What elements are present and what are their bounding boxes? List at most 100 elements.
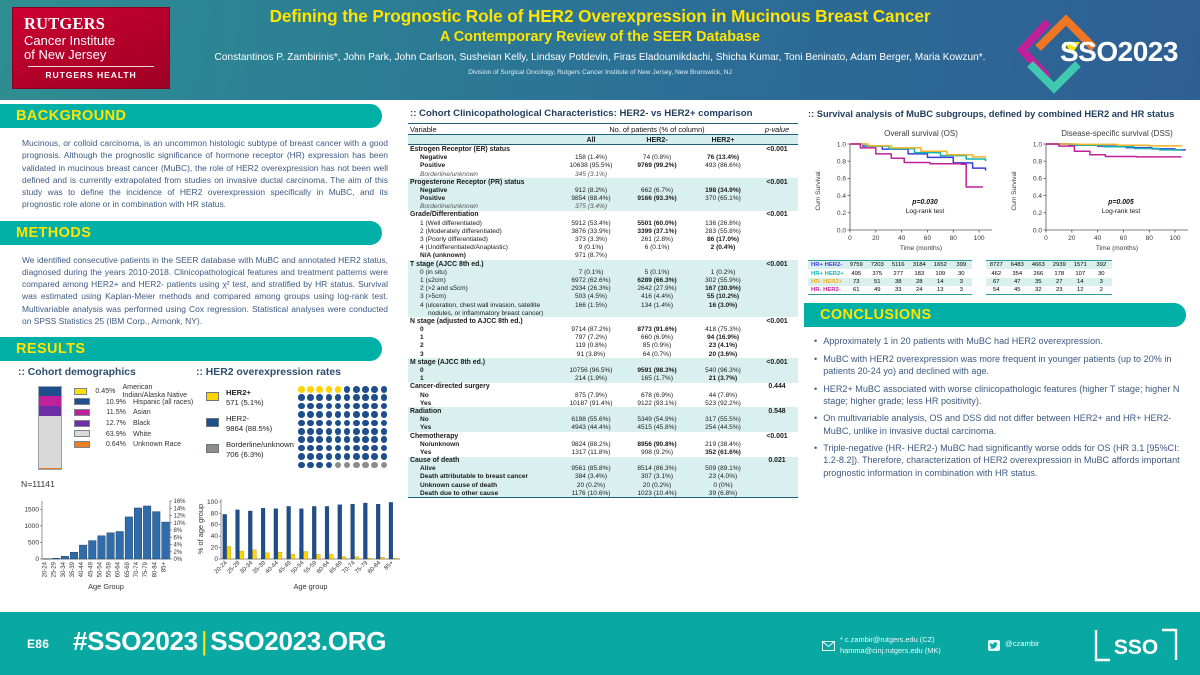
group-blank: [624, 178, 690, 187]
group-blank: [690, 383, 756, 391]
her2-dot: [362, 453, 369, 460]
at-risk-count: 6483: [1010, 262, 1024, 269]
table-row: No 875 (7.9%) 678 (6.9%) 44 (7.8%): [408, 391, 798, 399]
group-blank: [624, 145, 690, 154]
svg-text:0: 0: [35, 556, 39, 563]
row-value: 345 (3.1%): [574, 170, 608, 178]
svg-text:30-34: 30-34: [61, 561, 67, 577]
group-blank: [624, 432, 690, 440]
table-row: Death due to other cause 1176 (10.6%) 1023…: [408, 489, 798, 498]
subheader-blank: [408, 134, 558, 146]
row-value: 39 (6.8%): [690, 489, 756, 498]
title-block: Defining the Prognostic Role of HER2 Ove…: [180, 6, 1020, 76]
hashtag-text: #SSO2023: [73, 626, 198, 656]
svg-text:20-24: 20-24: [43, 561, 49, 577]
her2-dot: [353, 444, 360, 452]
svg-text:0%: 0%: [174, 557, 183, 563]
her2-dot: [343, 394, 351, 401]
row-value: 307 (3.1%): [624, 472, 690, 482]
at-risk-count: 47: [1013, 278, 1021, 285]
twitter-icon[interactable]: [988, 638, 1000, 656]
row-pvalue-blank: [756, 342, 798, 350]
group-pvalue: <0.001: [766, 211, 788, 219]
table-group-row: Radiation 0.548: [408, 407, 798, 416]
her2-dot: [353, 436, 360, 443]
row-pvalue-blank: [756, 202, 798, 211]
at-risk-count: 3: [959, 278, 963, 285]
row-value: 1176 (10.6%): [558, 489, 624, 498]
her2-dot: [316, 419, 323, 427]
at-risk-count: 38: [894, 278, 902, 285]
row-label: Positive: [408, 194, 558, 203]
her2-dot: [353, 394, 360, 401]
row-value: 23 (4.1%): [708, 342, 738, 350]
svg-text:0.6: 0.6: [1033, 176, 1042, 183]
group-blank: [624, 407, 690, 416]
row-pvalue-blank: [756, 391, 798, 399]
subheader-group: HER2-: [624, 134, 690, 146]
row-value: 375 (3.4%): [558, 202, 624, 211]
svg-text:p=0.030: p=0.030: [911, 199, 938, 206]
at-risk-count: 7203: [870, 262, 884, 269]
row-label: 2 (Moderately differentiated): [420, 227, 502, 235]
svg-text:25-29: 25-29: [227, 560, 243, 576]
svg-text:1.0: 1.0: [1033, 142, 1042, 149]
at-risk-count: 1652: [933, 262, 947, 269]
affiliation: Division of Surgical Oncology, Rutgers C…: [468, 68, 732, 76]
table-row: 0 (in situ) 7 (0.1%) 5 (0.1%) 1 (0.2%): [408, 268, 798, 277]
row-value: 8956 (90.8%): [637, 440, 677, 448]
table-row: 4 (ulceration, chest wall invasion, sate…: [408, 300, 798, 310]
her2-dot: [325, 461, 333, 469]
row-value: 0 (0%): [690, 481, 756, 490]
row-value: [624, 309, 690, 318]
row-label: No/unknown: [420, 440, 460, 448]
svg-text:8%: 8%: [174, 528, 183, 534]
her2-dot: [325, 394, 333, 401]
row-label: Negative: [408, 186, 558, 195]
svg-text:0.4: 0.4: [1033, 193, 1042, 200]
row-label: Positive: [420, 162, 446, 170]
table-group-row: Cause of death 0.021: [408, 456, 798, 465]
legend-label: American Indian/Alaska Native: [122, 383, 188, 400]
row-label: 0: [420, 326, 424, 334]
group-pvalue: <0.001: [766, 317, 788, 325]
at-risk-count: 266: [1033, 270, 1044, 277]
row-value: 5 (0.1%): [624, 268, 690, 277]
at-risk-row: 54 45 32 23 12 2: [985, 286, 1112, 295]
row-pvalue-blank: [756, 326, 798, 334]
svg-text:Log-rank test: Log-rank test: [906, 208, 945, 215]
demographics-segment: [39, 396, 61, 406]
svg-text:40: 40: [898, 235, 906, 242]
at-risk-count: 67: [992, 278, 1000, 285]
row-value: 1023 (10.4%): [624, 489, 690, 498]
svg-text:% of age group: % of age group: [196, 504, 205, 554]
row-value: 678 (6.9%): [640, 391, 674, 399]
row-value: 5349 (54.9%): [624, 415, 690, 424]
row-value: 9 (0.1%): [578, 244, 604, 252]
row-value: 3876 (33.9%): [571, 227, 611, 235]
demographics-segment: [39, 405, 61, 417]
row-label: No: [408, 415, 558, 424]
row-value: 9769 (99.2%): [637, 162, 677, 170]
svg-text:16%: 16%: [174, 499, 187, 505]
her2-dot: [353, 461, 360, 469]
her2-dot: [380, 386, 388, 393]
her2-dot: [334, 386, 342, 393]
at-risk-count: 30: [957, 270, 965, 277]
legend-percent: 10.9%: [105, 397, 126, 406]
row-pvalue-blank: [756, 227, 798, 235]
svg-text:50-54: 50-54: [291, 560, 307, 576]
row-value: 254 (44.5%): [690, 423, 756, 432]
her2-dot: [334, 444, 342, 452]
row-label: No: [420, 391, 429, 399]
row-pvalue-blank: [756, 284, 798, 293]
svg-text:500: 500: [28, 539, 39, 546]
at-risk-count: 1571: [1073, 262, 1087, 269]
her2-dot: [325, 419, 333, 427]
svg-text:65-69: 65-69: [125, 561, 131, 577]
her2-dot: [362, 386, 369, 393]
table-group-row: N stage (adjusted to AJCC 8th ed.) <0.001: [408, 317, 798, 325]
row-value: 167 (30.9%): [690, 284, 756, 293]
demographics-chart: 0.45% American Indian/Alaska Native 10.9% H…: [18, 378, 196, 470]
svg-text:0.0: 0.0: [837, 228, 846, 235]
